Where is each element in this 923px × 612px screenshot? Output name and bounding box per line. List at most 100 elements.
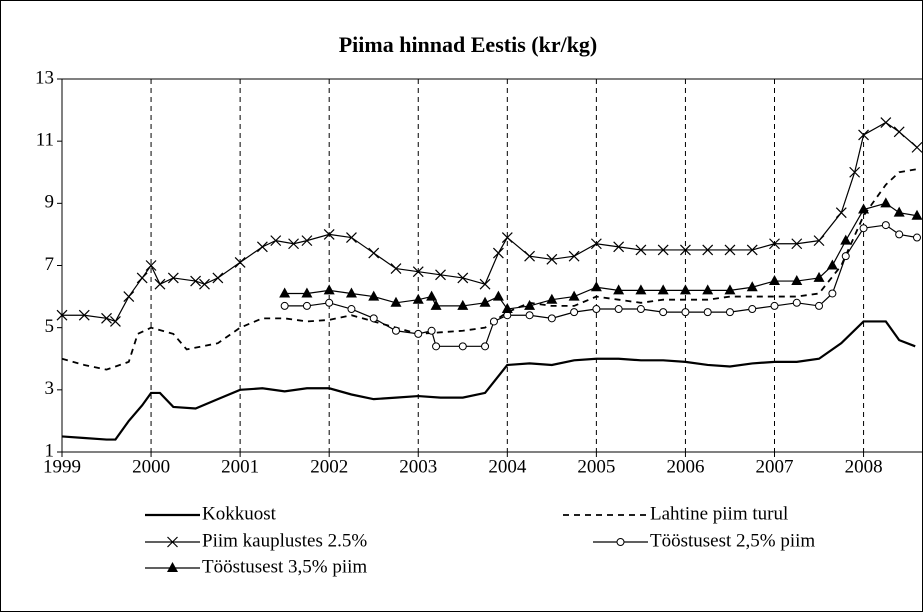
- marker: [432, 342, 441, 351]
- marker: [770, 301, 779, 310]
- marker: [791, 275, 803, 286]
- marker: [457, 272, 469, 284]
- marker: [725, 308, 734, 317]
- marker: [199, 278, 210, 290]
- marker: [746, 244, 758, 256]
- marker: [592, 305, 601, 314]
- marker: [212, 272, 224, 284]
- marker: [635, 284, 647, 295]
- marker: [288, 238, 299, 250]
- marker: [859, 224, 868, 233]
- marker: [412, 266, 424, 278]
- marker: [703, 308, 712, 317]
- marker: [390, 296, 402, 307]
- marker: [840, 234, 852, 245]
- marker: [813, 235, 825, 247]
- y-tick-label: 3: [45, 378, 55, 399]
- y-tick-label: 5: [45, 316, 55, 337]
- x-tick-label: 2001: [221, 456, 259, 477]
- marker: [524, 250, 536, 262]
- marker: [492, 247, 504, 259]
- marker: [458, 342, 467, 351]
- marker: [841, 252, 850, 261]
- marker: [702, 244, 714, 256]
- x-tick-label: 1999: [43, 456, 81, 477]
- marker: [301, 235, 313, 247]
- y-tick-label: 7: [45, 254, 55, 275]
- marker: [524, 299, 536, 310]
- legend-marker: [167, 562, 178, 572]
- marker: [893, 126, 905, 138]
- chart-title: Piima hinnad Eestis (kr/kg): [339, 32, 598, 57]
- marker: [302, 301, 311, 310]
- marker: [828, 289, 837, 298]
- legend-label: Tööstusest 3,5% piim: [202, 556, 367, 577]
- marker: [791, 238, 803, 250]
- marker: [426, 290, 438, 301]
- marker: [769, 275, 780, 286]
- marker: [614, 305, 623, 314]
- marker: [657, 244, 669, 256]
- x-tick-label: 2004: [488, 456, 527, 477]
- marker: [911, 209, 923, 220]
- marker: [681, 308, 690, 317]
- marker: [501, 303, 513, 314]
- marker: [680, 244, 691, 256]
- marker: [815, 301, 824, 310]
- marker: [427, 326, 436, 335]
- legend-label: Piim kauplustes 2.5%: [202, 530, 367, 551]
- marker: [835, 207, 847, 219]
- marker: [636, 305, 645, 314]
- legend-label: Tööstusest 2,5% piim: [650, 530, 815, 551]
- y-tick-label: 13: [35, 67, 54, 88]
- marker: [435, 269, 446, 281]
- marker: [547, 314, 556, 323]
- marker: [479, 278, 491, 290]
- y-tick-label: 1: [45, 440, 55, 461]
- legend-label: Kokkuost: [202, 503, 277, 524]
- marker: [590, 281, 602, 292]
- marker: [893, 206, 905, 217]
- marker: [568, 290, 580, 301]
- marker: [368, 247, 380, 259]
- legend-marker: [167, 536, 178, 548]
- marker: [724, 284, 736, 295]
- marker: [412, 293, 424, 304]
- marker: [880, 197, 892, 208]
- marker: [123, 291, 135, 303]
- marker: [769, 238, 780, 250]
- marker: [368, 290, 380, 301]
- series-line: [61, 320, 916, 441]
- marker: [101, 312, 112, 324]
- plot-frame: [61, 78, 923, 453]
- marker: [430, 299, 442, 310]
- marker: [679, 284, 691, 295]
- marker: [154, 278, 166, 290]
- marker: [492, 290, 504, 301]
- x-tick-label: 2000: [132, 456, 170, 477]
- marker: [325, 298, 334, 307]
- marker: [858, 129, 869, 141]
- marker: [110, 316, 121, 327]
- marker: [568, 250, 580, 262]
- x-tick-label: 2005: [577, 456, 615, 477]
- marker: [256, 241, 268, 253]
- marker: [280, 301, 289, 310]
- marker: [457, 299, 469, 310]
- marker: [323, 284, 335, 295]
- marker: [880, 117, 892, 128]
- marker: [323, 228, 335, 240]
- marker: [346, 232, 357, 243]
- y-tick-label: 9: [45, 192, 55, 213]
- marker: [479, 296, 491, 307]
- marker: [881, 221, 890, 230]
- marker: [481, 342, 490, 351]
- marker: [826, 259, 838, 270]
- series-line: [61, 168, 918, 371]
- x-tick-label: 2008: [845, 456, 883, 477]
- marker: [345, 287, 357, 298]
- marker: [301, 287, 313, 298]
- marker: [56, 309, 68, 321]
- marker: [657, 284, 669, 295]
